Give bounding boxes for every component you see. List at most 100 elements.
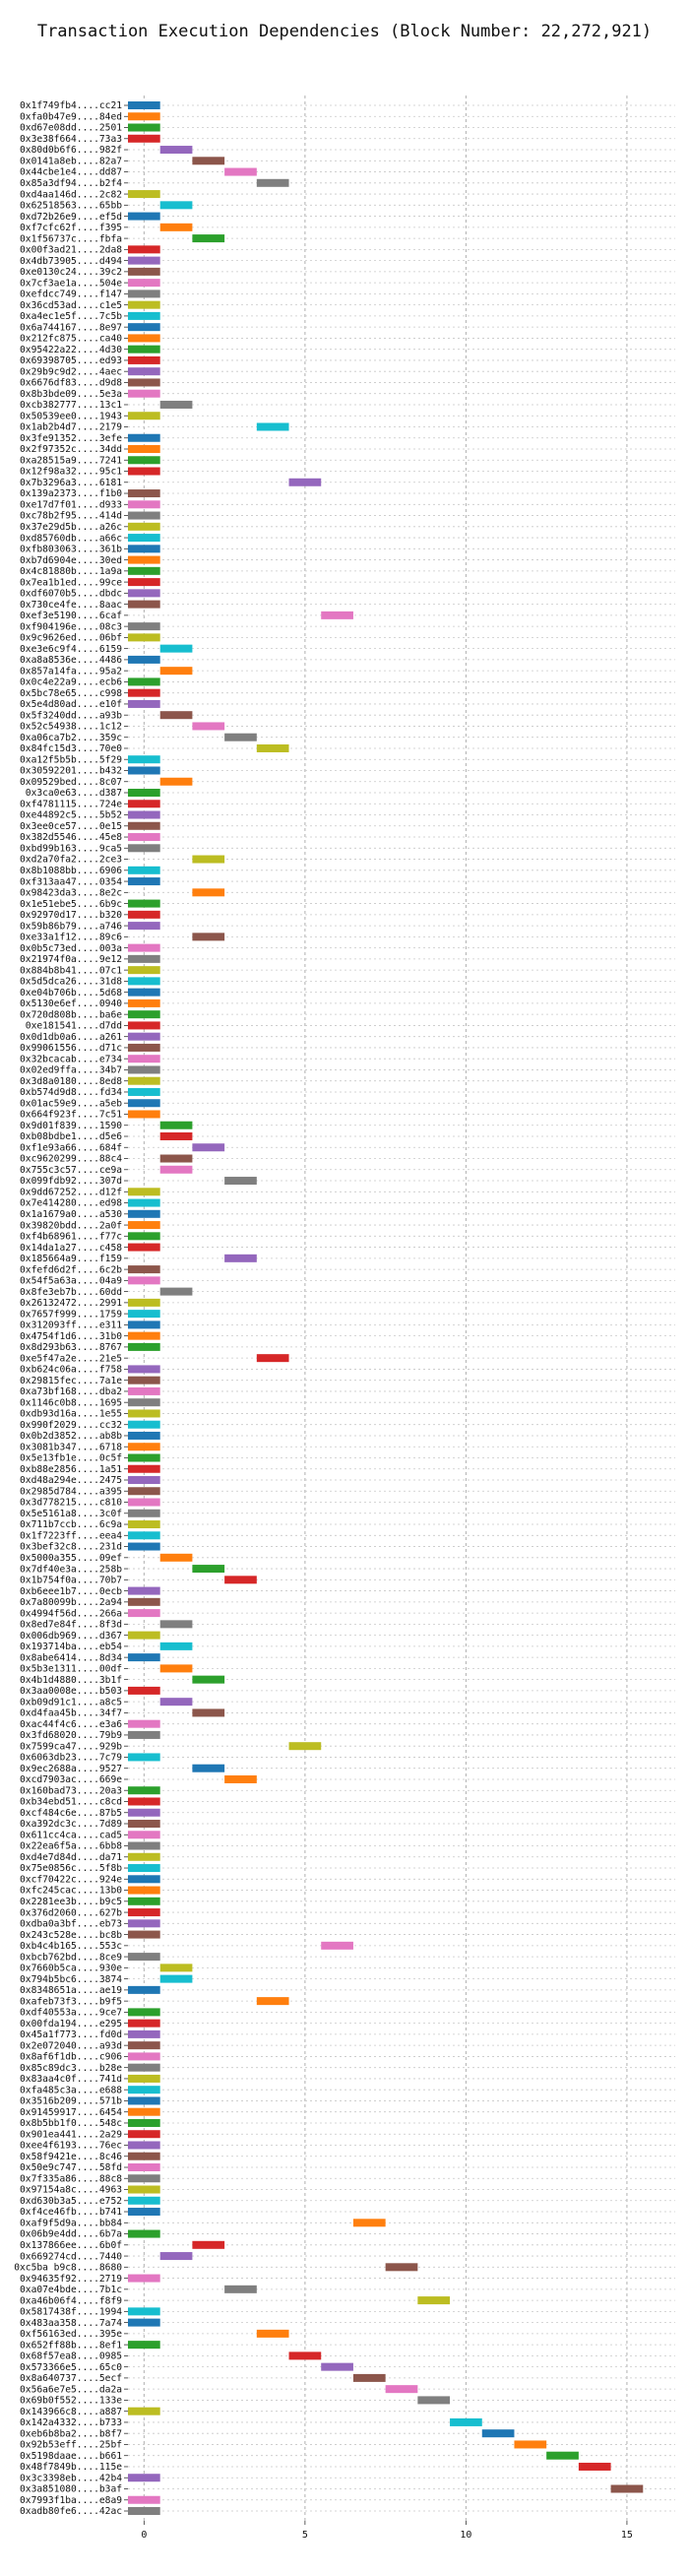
bar [128,810,160,819]
y-tick-label: 0xf1e93a66....684f [20,1142,122,1153]
y-tick-label: 0x69398705....ed93 [20,355,122,366]
bar [128,800,160,808]
bar [128,190,160,199]
bar [128,112,160,121]
y-tick-label: 0x02ed9ffa....34b7 [20,1065,122,1076]
y-tick-label: 0xb7d6904e....30ed [20,555,122,566]
y-tick-label: 0x5f3240dd....a93b [20,710,122,721]
y-tick-label: 0x3ee0ce57....0e15 [20,821,122,832]
y-tick-label: 0x8d293b63....8767 [20,1342,122,1353]
bar [192,722,225,731]
bar [128,688,160,697]
y-tick-label: 0x84fc15d3....70e0 [20,743,122,754]
bar [128,334,160,343]
y-tick-label: 0xb6eee1b7....0ecb [20,1586,122,1597]
y-tick-label: 0xe33a1f12....89c6 [20,933,122,943]
bar [128,101,160,109]
y-tick-label: 0x69b0f552....133e [20,2396,122,2407]
y-tick-label: 0x01ac59e9....a5eb [20,1098,122,1109]
bar [128,1753,160,1762]
y-tick-label: 0xd630b3a5....e752 [20,2196,122,2207]
y-tick-label: 0x91459917....6454 [20,2107,122,2118]
y-tick-label: 0x4db73905....d494 [20,256,122,267]
y-tick-label: 0xa8a8536e....4486 [20,655,122,666]
bar [128,877,160,886]
bar [128,1065,160,1074]
bar [128,943,160,952]
bar [128,1342,160,1351]
bar [610,2484,644,2493]
y-tick-label: 0x2281ee3b....b9c5 [20,1897,122,1907]
y-tick-label: 0x8348651a....ae19 [20,1985,122,1996]
bar [128,1476,160,1484]
bar [192,933,225,941]
bar [546,2451,579,2460]
bar [128,1953,160,1962]
bar [321,1941,353,1950]
bar [514,2440,547,2449]
y-tick-label: 0x160bad73....20a3 [20,1785,122,1796]
y-tick-label: 0x8a640737....5ecf [20,2373,122,2384]
y-tick-label: 0x669274cd....7440 [20,2251,122,2262]
y-tick-label: 0x8abe6414....8d34 [20,1652,122,1663]
bar [256,1354,289,1363]
bar [128,534,160,543]
bar [159,201,193,210]
bar [256,422,289,431]
bar [128,1985,160,1994]
bar [128,2041,160,2050]
bar [128,1232,160,1241]
y-tick-label: 0x142a4332....b733 [20,2417,122,2428]
y-tick-label: 0xa28515a9....7241 [20,455,122,466]
y-tick-label: 0xef3e5190....6caf [20,611,122,621]
y-tick-label: 0x22ea6f5a....6bb8 [20,1841,122,1852]
bar [128,1597,160,1606]
y-tick-label: 0x5bc78e65....c998 [20,688,122,699]
bar [128,1310,160,1319]
y-tick-label: 0xf904196e....08c3 [20,621,122,632]
y-tick-label: 0x06b9e4dd....6b7a [20,2229,122,2240]
y-tick-label: 0xa4ec1e5f....7c5b [20,311,122,322]
y-tick-label: 0x652ff88b....8ef1 [20,2340,122,2351]
y-tick-label: 0x54f5a63a....04a9 [20,1276,122,1287]
bar [128,245,160,254]
bar [128,977,160,986]
bar [128,456,160,465]
bar [159,400,193,409]
y-tick-label: 0x1ab2b4d7....2179 [20,422,122,433]
bar [192,1764,225,1772]
y-tick-label: 0x1f749fb4....cc21 [20,100,122,111]
y-tick-label: 0xc9620299....88c4 [20,1154,122,1165]
bar [128,545,160,553]
bar [128,922,160,931]
y-tick-label: 0x50539ee0....1943 [20,411,122,421]
y-tick-label: 0x6063db23....7c79 [20,1753,122,1764]
y-tick-label: 0x80d0b6f6....982f [20,145,122,156]
y-tick-label: 0x711b7ccb....6c9a [20,1519,122,1530]
y-tick-label: 0xa06ca7b2....359c [20,733,122,743]
bar [128,445,160,453]
bar [128,899,160,908]
bar [128,1487,160,1496]
x-tick-label: 5 [302,2530,308,2541]
y-tick-label: 0x212fc875....ca40 [20,334,122,345]
y-tick-label: 0xd72b26e9....ef5d [20,212,122,223]
bar [159,1642,193,1650]
bar [128,1453,160,1462]
bar [128,1498,160,1507]
bar [385,2385,418,2394]
bar [224,1177,257,1186]
y-tick-label: 0xd4faa45b....34f7 [20,1708,122,1719]
y-tick-label: 0xb08bdbe1....d5e6 [20,1131,122,1142]
y-tick-label: 0x1a1679a0....a530 [20,1209,122,1220]
y-tick-label: 0xe3e6c9f4....6159 [20,644,122,655]
bar [128,2019,160,2028]
bar [159,1287,193,1296]
y-tick-label: 0xd4aa146d....2c82 [20,189,122,200]
y-tick-label: 0x95422a22....4d30 [20,345,122,355]
bar [128,323,160,332]
bar [192,157,225,165]
y-tick-label: 0x193714ba....eb54 [20,1642,122,1652]
bar [159,1664,193,1673]
y-tick-label: 0x3d8a0180....8ed8 [20,1076,122,1087]
